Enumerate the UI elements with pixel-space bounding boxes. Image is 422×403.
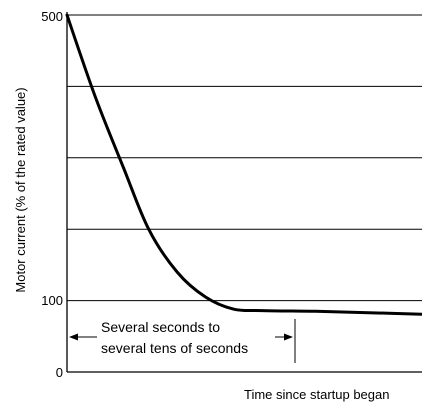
y-axis-label: Motor current (% of the rated value)	[13, 87, 28, 292]
y-tick-label-500: 500	[41, 9, 63, 24]
gridlines	[67, 14, 422, 302]
annotation-label-background	[97, 318, 275, 358]
annotation-line-2: several tens of seconds	[101, 340, 248, 356]
annotation-left-arrowhead	[69, 333, 78, 341]
x-axis-label: Time since startup began	[244, 387, 389, 402]
y-tick-label-0: 0	[56, 365, 63, 380]
annotation-line-1: Several seconds to	[101, 319, 220, 335]
annotation-right-arrowhead	[284, 333, 293, 341]
y-tick-label-100: 100	[41, 293, 63, 308]
duration-annotation: Several seconds to several tens of secon…	[69, 318, 296, 363]
series-line	[65, 13, 422, 316]
